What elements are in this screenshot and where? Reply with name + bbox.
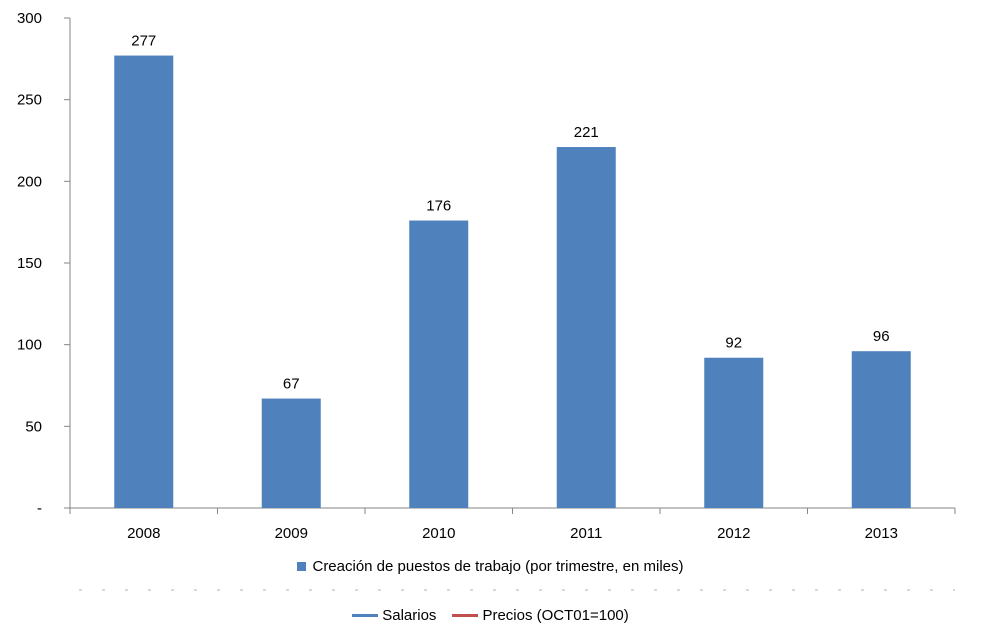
bar-2010: [409, 220, 469, 509]
x-tick-label-2010: 2010: [422, 525, 455, 542]
legend-secondary: Salarios Precios (OCT01=100): [0, 604, 981, 626]
legend-swatch-precios: [452, 613, 479, 617]
data-label-2009: 67: [283, 376, 300, 393]
bar-2013: [851, 351, 911, 508]
y-tick-label: 100: [17, 337, 42, 354]
legend-item-jobs: Creación de puestos de trabajo (por trim…: [297, 557, 684, 575]
data-label-2013: 96: [873, 328, 890, 345]
data-labels: 277 67 176 221 92 96: [131, 33, 889, 393]
bar-2012: [704, 357, 764, 508]
bar-2008: [114, 55, 174, 509]
data-label-2008: 277: [131, 33, 156, 50]
legend-label-jobs: Creación de puestos de trabajo (por trim…: [312, 557, 684, 575]
data-label-2010: 176: [426, 198, 451, 215]
y-tick-label: 50: [25, 418, 42, 435]
chart-axes: [69, 18, 955, 509]
x-axis-ticks: 2008 2009 2010 2011 2012 2013: [69, 508, 956, 542]
y-axis-ticks: - 50 100 150 200 250 300: [17, 10, 70, 517]
x-tick-label-2012: 2012: [717, 525, 750, 542]
legend-swatch-salarios: [352, 613, 379, 617]
y-tick-label: 150: [17, 255, 42, 272]
y-tick-label: 250: [17, 92, 42, 109]
legend-swatch-jobs: [297, 561, 307, 571]
data-label-2012: 92: [725, 335, 742, 352]
legend-label-salarios: Salarios: [382, 606, 437, 624]
x-tick-label-2013: 2013: [865, 525, 898, 542]
data-label-2011: 221: [574, 124, 599, 141]
y-tick-label: -: [37, 500, 42, 517]
y-tick-label: 200: [17, 173, 42, 190]
x-tick-label-2008: 2008: [127, 525, 160, 542]
y-tick-label: 300: [17, 10, 42, 27]
legend-separator: [79, 589, 955, 591]
x-tick-label-2009: 2009: [275, 525, 308, 542]
bar-2011: [556, 147, 616, 509]
bars: [114, 55, 911, 509]
legend-primary: Creación de puestos de trabajo (por trim…: [0, 555, 981, 577]
legend-label-precios: Precios (OCT01=100): [482, 606, 629, 624]
legend-item-precios: Precios (OCT01=100): [452, 606, 629, 624]
x-tick-label-2011: 2011: [570, 525, 602, 542]
bar-2009: [261, 398, 321, 508]
legend-item-salarios: Salarios: [352, 607, 436, 624]
